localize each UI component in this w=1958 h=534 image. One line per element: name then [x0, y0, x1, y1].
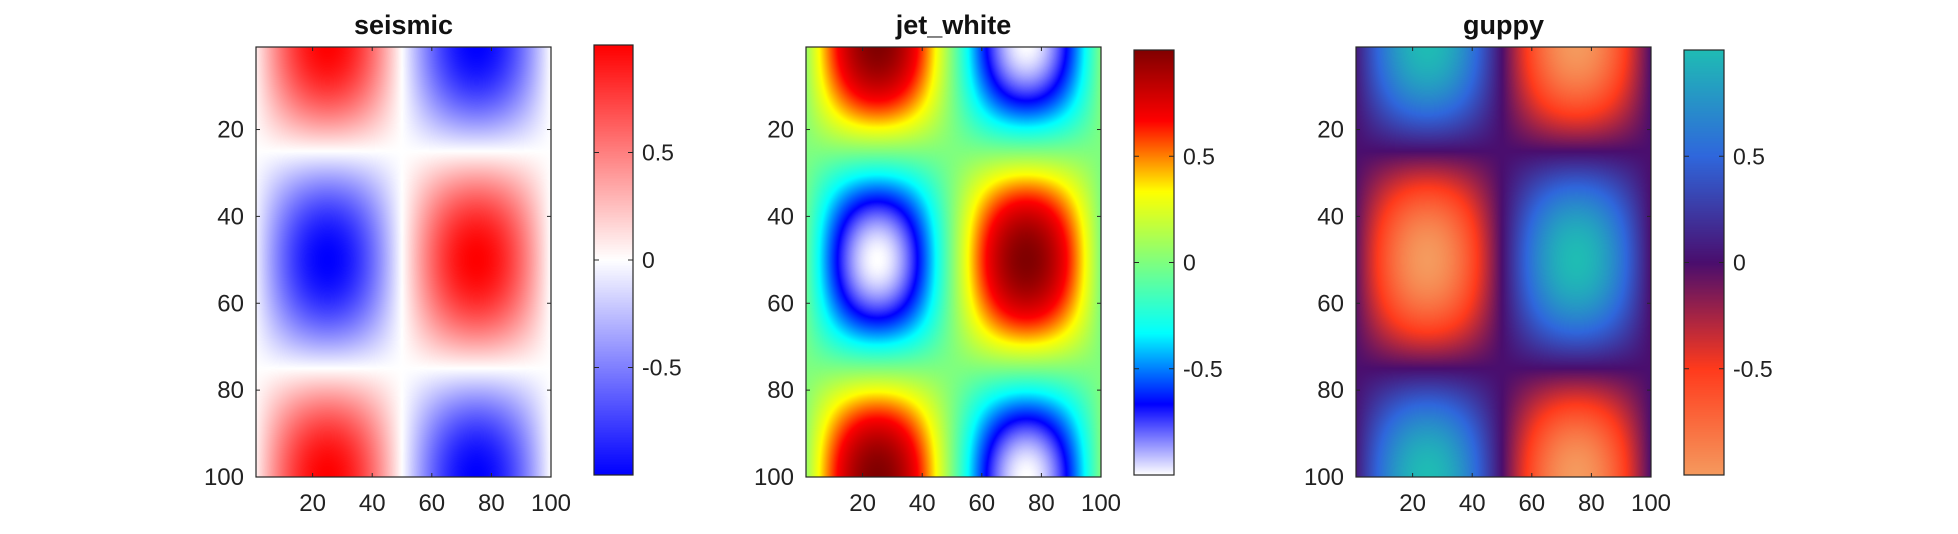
x-tick-label: 80	[478, 490, 505, 517]
colorbar-tick-label: 0	[1733, 250, 1746, 276]
x-tick-label: 80	[1028, 490, 1055, 517]
colorbar-gradient	[1134, 50, 1174, 475]
heatmap-image	[256, 47, 551, 477]
x-tick-label: 60	[968, 490, 995, 517]
y-tick-label: 40	[217, 203, 244, 230]
panel-title: seismic	[354, 10, 453, 40]
heatmap-image	[806, 47, 1101, 477]
axes-frame	[1355, 46, 1652, 478]
panel-jet-white: jet_white 20 40 60 80 100 20 40 60 80 100 0.5 0 -0.5	[754, 10, 1223, 517]
y-tick-label: 20	[1317, 117, 1344, 144]
y-tick-label: 100	[754, 464, 794, 491]
x-tick-label: 60	[418, 490, 445, 517]
x-tick-label: 40	[909, 490, 936, 517]
y-tick-label: 80	[217, 377, 244, 404]
colorbar-tick-label: 0.5	[1733, 143, 1765, 169]
y-tick-label: 20	[767, 117, 794, 144]
y-tick-label: 60	[767, 290, 794, 317]
panel-seismic: seismic 20 40 60 80 100 20 40 60 80 100 0.5 0 -0.5	[204, 10, 682, 517]
x-tick-label: 80	[1578, 490, 1605, 517]
y-tick-label: 60	[217, 290, 244, 317]
colorbar-tick-label: 0.5	[642, 140, 674, 166]
y-tick-label: 80	[767, 377, 794, 404]
y-tick-label: 40	[1317, 203, 1344, 230]
y-tick-label: 20	[217, 117, 244, 144]
axes-frame	[805, 46, 1102, 478]
x-tick-label: 60	[1518, 490, 1545, 517]
colorbar-tick-label: -0.5	[1733, 356, 1773, 382]
x-tick-label: 100	[1081, 490, 1121, 517]
panel-guppy: guppy 20 40 60 80 100 20 40 60 80 100 0.5 0 -0.5	[1304, 10, 1773, 517]
y-tick-label: 60	[1317, 290, 1344, 317]
heatmap-image	[1356, 47, 1651, 477]
y-tick-label: 80	[1317, 377, 1344, 404]
y-tick-label: 40	[767, 203, 794, 230]
axes-frame	[255, 46, 552, 478]
colorbar-tick-label: 0.5	[1183, 143, 1215, 169]
colorbar-gradient	[594, 45, 633, 475]
x-tick-label: 20	[849, 490, 876, 517]
x-tick-label: 100	[1631, 490, 1671, 517]
x-tick-label: 100	[531, 490, 571, 517]
x-tick-label: 40	[359, 490, 386, 517]
x-tick-label: 20	[1399, 490, 1426, 517]
panel-title: jet_white	[895, 10, 1012, 40]
colorbar-gradient	[1684, 50, 1724, 475]
colorbar-tick-label: 0	[1183, 250, 1196, 276]
colorbar-tick-label: -0.5	[642, 355, 682, 381]
x-tick-label: 40	[1459, 490, 1486, 517]
x-tick-label: 20	[299, 490, 326, 517]
y-tick-label: 100	[204, 464, 244, 491]
y-tick-label: 100	[1304, 464, 1344, 491]
colorbar-tick-label: -0.5	[1183, 356, 1223, 382]
colorbar-tick-label: 0	[642, 247, 655, 273]
panel-title: guppy	[1463, 10, 1544, 40]
